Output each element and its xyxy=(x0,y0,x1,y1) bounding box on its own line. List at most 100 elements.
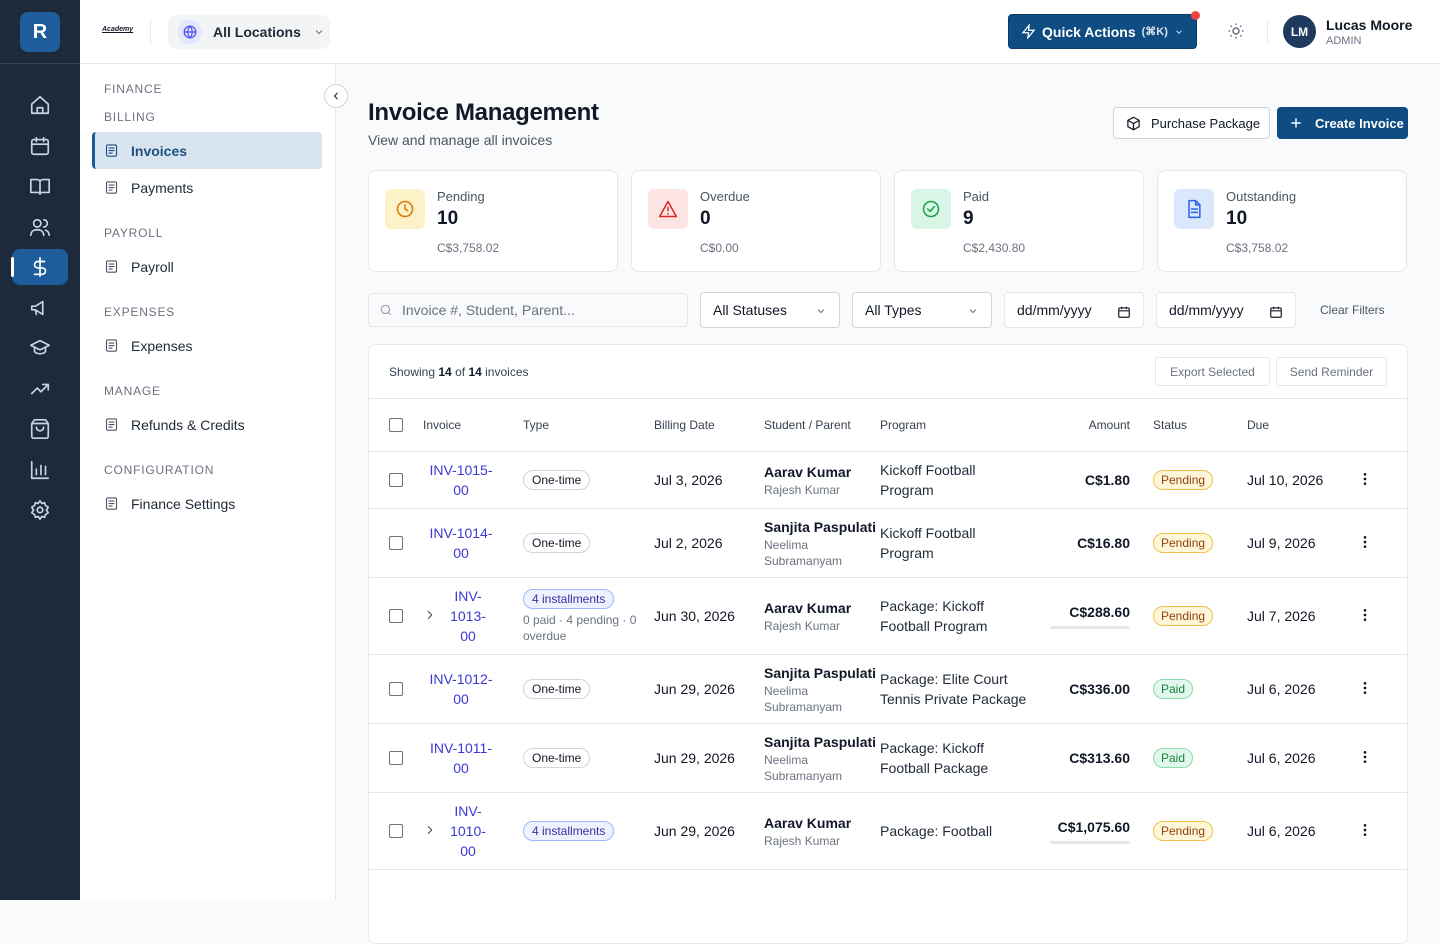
rail-icon[interactable] xyxy=(12,452,68,488)
student-name: Aarav Kumar xyxy=(764,464,852,480)
column-header: Invoice xyxy=(423,418,462,432)
checkbox[interactable] xyxy=(389,609,403,623)
cell: 4 installments xyxy=(523,821,654,841)
nav-item[interactable]: Finance Settings xyxy=(92,485,322,522)
status-badge: Pending xyxy=(1153,470,1214,490)
nav-item-label: Expenses xyxy=(131,337,193,354)
cell: C$288.60 xyxy=(1030,604,1130,629)
expand-toggle[interactable] xyxy=(423,608,437,625)
parent-name: Neelima Subramanyam xyxy=(764,538,843,568)
checkbox[interactable] xyxy=(389,751,403,765)
nav-item-label: Payroll xyxy=(131,258,174,275)
rail-icon[interactable] xyxy=(12,168,68,204)
cell xyxy=(369,824,423,838)
rail-icon[interactable] xyxy=(12,330,68,366)
nav-item[interactable]: Expenses xyxy=(92,327,322,364)
billing-date: Jul 3, 2026 xyxy=(654,472,723,488)
program: Package: Football xyxy=(880,823,993,839)
checkbox[interactable] xyxy=(389,418,403,432)
row-menu[interactable] xyxy=(1357,607,1385,626)
invoice-link[interactable]: INV-1011-00 xyxy=(430,740,492,776)
checkbox[interactable] xyxy=(389,536,403,550)
student-name: Sanjita Paspulati xyxy=(764,519,877,535)
status-filter[interactable]: All Statuses xyxy=(700,292,840,328)
export-selected-button[interactable]: Export Selected xyxy=(1155,357,1270,386)
nav-item[interactable]: Payments xyxy=(92,169,322,206)
stat-icon xyxy=(385,189,425,229)
student-name: Aarav Kumar xyxy=(764,815,852,831)
amount: C$16.80 xyxy=(1077,535,1130,551)
cell: Pending xyxy=(1153,533,1247,553)
parent-name: Rajesh Kumar xyxy=(764,834,841,848)
checkbox[interactable] xyxy=(389,473,403,487)
rail-icon[interactable] xyxy=(11,249,68,285)
stat-icon xyxy=(1174,189,1214,229)
stat-icon xyxy=(911,189,951,229)
row-menu[interactable] xyxy=(1357,471,1385,490)
student-name: Aarav Kumar xyxy=(764,600,852,616)
nav-item[interactable]: Payroll xyxy=(92,248,322,285)
search-input[interactable]: Invoice #, Student, Parent... xyxy=(368,293,688,327)
rail-icon[interactable] xyxy=(12,290,68,326)
quick-actions-button[interactable]: Quick Actions (⌘K) xyxy=(1008,11,1200,49)
cell: Pending xyxy=(1153,470,1247,490)
location-label: All Locations xyxy=(213,24,301,40)
nav-item[interactable]: Invoices xyxy=(92,132,322,169)
send-reminder-button[interactable]: Send Reminder xyxy=(1276,357,1387,386)
clear-filters[interactable]: Clear Filters xyxy=(1320,303,1385,317)
date-placeholder: dd/mm/yyyy xyxy=(1017,302,1092,318)
program: Kickoff Football Program xyxy=(880,525,976,561)
rail-icon[interactable] xyxy=(12,371,68,407)
row-menu[interactable] xyxy=(1357,822,1385,841)
purchase-package-button[interactable]: Purchase Package xyxy=(1113,107,1270,139)
invoice-link[interactable]: INV-1015-00 xyxy=(429,462,493,498)
invoice-link[interactable]: INV-1014-00 xyxy=(429,525,493,561)
avatar[interactable]: LM xyxy=(1283,15,1316,48)
total-count: 14 xyxy=(468,365,482,379)
rail-icon[interactable] xyxy=(12,128,68,164)
nav-item-label: Invoices xyxy=(131,142,188,159)
create-invoice-button[interactable]: Create Invoice xyxy=(1277,107,1408,139)
cell: INV-1012-00 xyxy=(423,669,523,709)
invoice-link[interactable]: INV-1012-00 xyxy=(429,671,493,707)
row-menu[interactable] xyxy=(1357,534,1385,553)
checkbox[interactable] xyxy=(389,682,403,696)
rail-icon[interactable] xyxy=(12,87,68,123)
row-menu[interactable] xyxy=(1357,680,1385,699)
date-placeholder: dd/mm/yyyy xyxy=(1169,302,1244,318)
date-to[interactable]: dd/mm/yyyy xyxy=(1156,292,1296,328)
rail-icon[interactable] xyxy=(12,492,68,528)
amount: C$336.00 xyxy=(1069,681,1130,697)
nav-item[interactable]: Refunds & Credits xyxy=(92,406,322,443)
billing-date: Jun 30, 2026 xyxy=(654,608,735,624)
button-label: Purchase Package xyxy=(1151,115,1261,131)
parent-name: Neelima Subramanyam xyxy=(764,753,843,783)
theme-toggle[interactable] xyxy=(1227,22,1245,40)
rail-icon[interactable] xyxy=(12,209,68,245)
date-from[interactable]: dd/mm/yyyy xyxy=(1004,292,1144,328)
checkbox[interactable] xyxy=(389,824,403,838)
table-row: INV-1011-00 One-time Jun 29, 2026 Sanjita P… xyxy=(369,724,1407,793)
column-header: Status xyxy=(1153,418,1188,432)
billing-date: Jul 2, 2026 xyxy=(654,535,723,551)
location-selector[interactable]: All Locations xyxy=(168,15,330,49)
amount: C$288.60 xyxy=(1069,603,1130,620)
status-badge: Pending xyxy=(1153,606,1214,626)
brand-logo[interactable]: Academy xyxy=(102,26,134,33)
table-row: INV-1012-00 One-time Jun 29, 2026 Sanjita P… xyxy=(369,655,1407,724)
cell: Sanjita Paspulati Neelima Subramanyam xyxy=(764,663,880,715)
cell: Sanjita Paspulati Neelima Subramanyam xyxy=(764,517,880,569)
nav-item-label: Payments xyxy=(131,179,194,196)
rail-icon[interactable] xyxy=(12,411,68,447)
expand-toggle[interactable] xyxy=(423,823,437,840)
row-menu[interactable] xyxy=(1357,749,1385,768)
app-logo[interactable]: R xyxy=(20,12,60,52)
invoice-link[interactable]: INV-1010-00 xyxy=(450,803,486,859)
invoice-link[interactable]: INV-1013-00 xyxy=(450,588,486,644)
parent-name: Rajesh Kumar xyxy=(764,619,841,633)
collapse-sidebar-button[interactable] xyxy=(324,84,348,108)
type-badge: One-time xyxy=(523,748,591,768)
billing-date: Jun 29, 2026 xyxy=(654,750,735,766)
nav-item-label: Refunds & Credits xyxy=(131,416,245,433)
type-filter[interactable]: All Types xyxy=(852,292,992,328)
